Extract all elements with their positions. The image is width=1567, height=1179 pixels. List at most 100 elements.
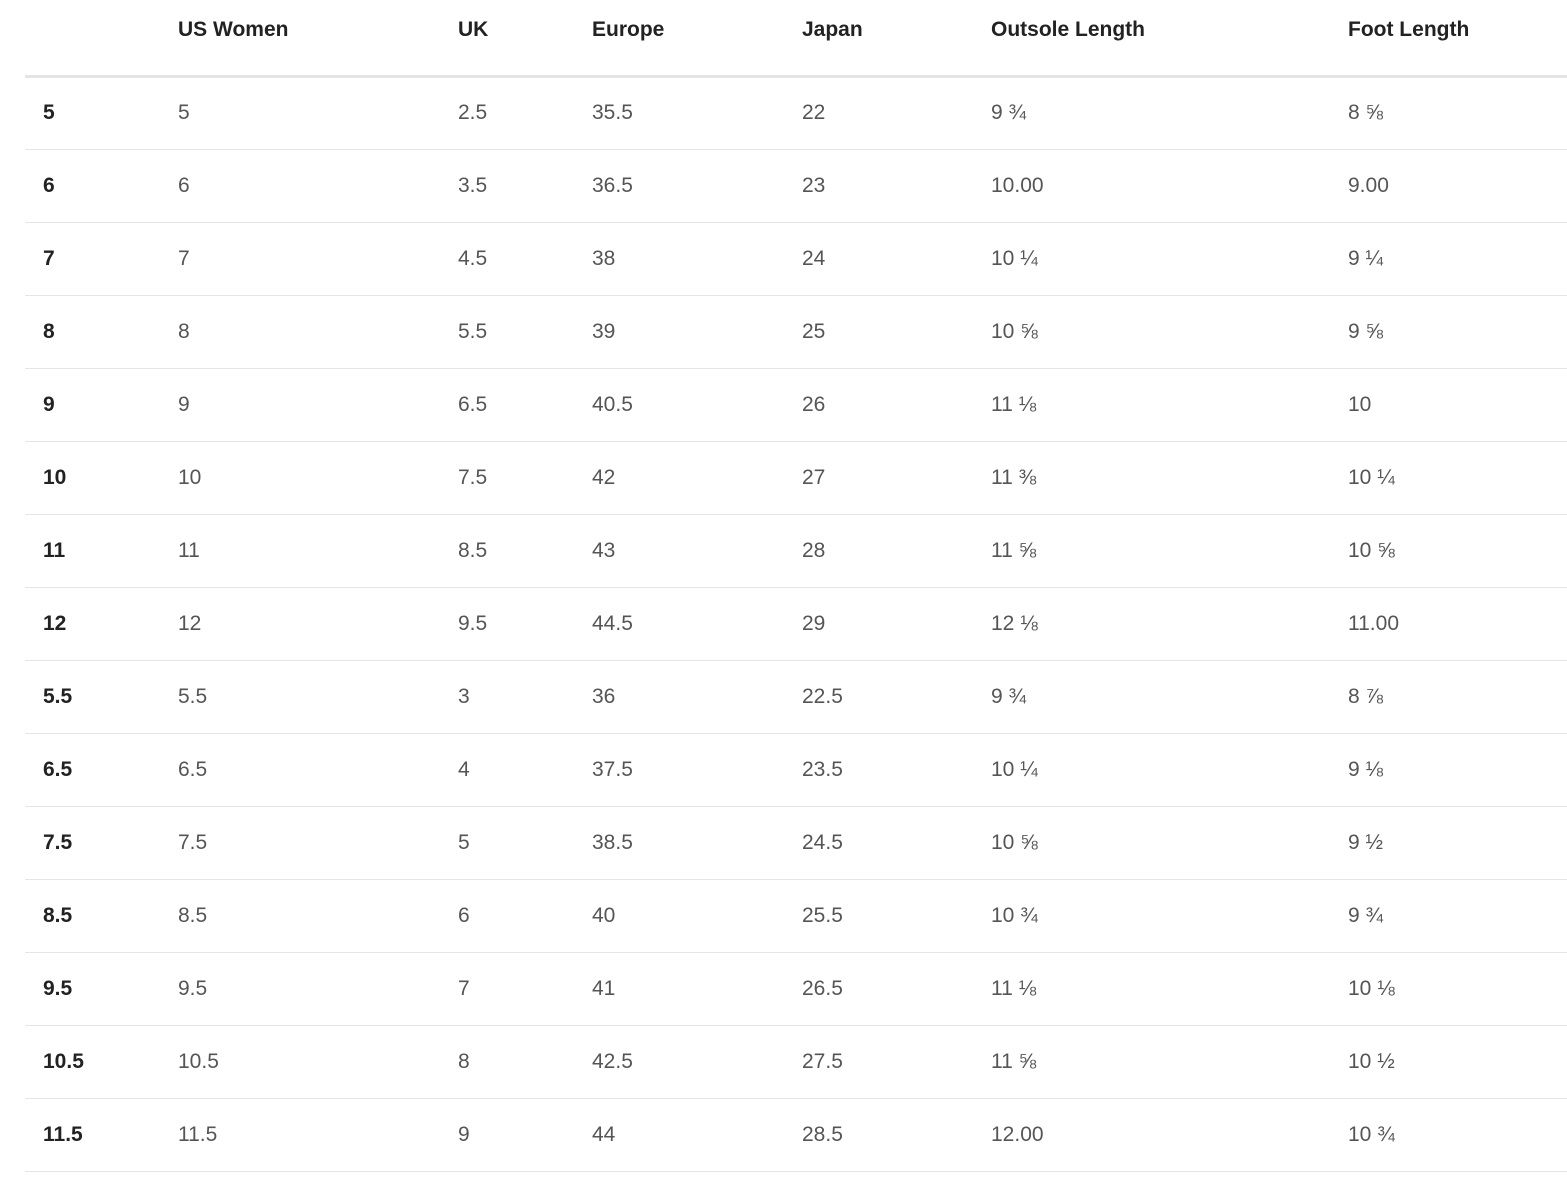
cell-japan: 22.5 bbox=[802, 660, 991, 734]
cell-europe: 35.5 bbox=[592, 76, 802, 150]
cell-outsole-length: 9 ¾ bbox=[991, 660, 1348, 734]
cell-japan: 24.5 bbox=[802, 806, 991, 880]
cell-outsole-length: 10.00 bbox=[991, 149, 1348, 223]
cell-foot-length: 11.00 bbox=[1348, 587, 1567, 661]
cell-uk: 6 bbox=[458, 879, 592, 953]
cell-uk: 4.5 bbox=[458, 222, 592, 296]
cell-uk: 8 bbox=[458, 1025, 592, 1099]
cell-outsole-length: 11 ⅛ bbox=[991, 952, 1348, 1026]
cell-europe: 41 bbox=[592, 952, 802, 1026]
cell-foot-length: 9.00 bbox=[1348, 149, 1567, 223]
table-row: 12 12 9.5 44.5 29 12 ⅛ 11.00 bbox=[25, 587, 1567, 661]
cell-outsole-length: 10 ⅝ bbox=[991, 295, 1348, 369]
column-header-outsole-length: Outsole Length bbox=[991, 0, 1348, 78]
cell-us-women: 8.5 bbox=[178, 879, 458, 953]
cell-outsole-length: 10 ¼ bbox=[991, 733, 1348, 807]
cell-europe: 44.5 bbox=[592, 587, 802, 661]
cell-us-women: 9.5 bbox=[178, 952, 458, 1026]
cell-europe: 40.5 bbox=[592, 368, 802, 442]
cell-us-women: 6 bbox=[178, 149, 458, 223]
cell-japan: 25.5 bbox=[802, 879, 991, 953]
cell-outsole-length: 9 ¾ bbox=[991, 76, 1348, 150]
table-row: 9 9 6.5 40.5 26 11 ⅛ 10 bbox=[25, 368, 1567, 442]
cell-japan: 29 bbox=[802, 587, 991, 661]
cell-japan: 27.5 bbox=[802, 1025, 991, 1099]
cell-uk: 9.5 bbox=[458, 587, 592, 661]
cell-size: 6 bbox=[25, 149, 178, 223]
cell-japan: 26 bbox=[802, 368, 991, 442]
cell-europe: 43 bbox=[592, 514, 802, 588]
cell-europe: 39 bbox=[592, 295, 802, 369]
cell-japan: 25 bbox=[802, 295, 991, 369]
cell-foot-length: 10 ½ bbox=[1348, 1025, 1567, 1099]
table-row: 11 11 8.5 43 28 11 ⅝ 10 ⅝ bbox=[25, 514, 1567, 588]
cell-foot-length: 9 ¼ bbox=[1348, 222, 1567, 296]
cell-foot-length: 9 ⅝ bbox=[1348, 295, 1567, 369]
cell-us-women: 11 bbox=[178, 514, 458, 588]
cell-us-women: 5 bbox=[178, 76, 458, 150]
cell-size: 7 bbox=[25, 222, 178, 296]
cell-outsole-length: 11 ⅝ bbox=[991, 1025, 1348, 1099]
cell-size: 8 bbox=[25, 295, 178, 369]
cell-us-women: 7 bbox=[178, 222, 458, 296]
column-header-us-women: US Women bbox=[178, 0, 458, 78]
cell-size: 10 bbox=[25, 441, 178, 515]
cell-europe: 42.5 bbox=[592, 1025, 802, 1099]
cell-outsole-length: 10 ¼ bbox=[991, 222, 1348, 296]
cell-uk: 9 bbox=[458, 1098, 592, 1172]
cell-uk: 3.5 bbox=[458, 149, 592, 223]
cell-japan: 28 bbox=[802, 514, 991, 588]
header-row: US Women UK Europe Japan Outsole Length Foot … bbox=[25, 0, 1567, 78]
cell-size: 11 bbox=[25, 514, 178, 588]
cell-uk: 7.5 bbox=[458, 441, 592, 515]
column-header-japan: Japan bbox=[802, 0, 991, 78]
cell-foot-length: 10 ¼ bbox=[1348, 441, 1567, 515]
cell-japan: 23.5 bbox=[802, 733, 991, 807]
cell-europe: 38.5 bbox=[592, 806, 802, 880]
cell-size: 9 bbox=[25, 368, 178, 442]
table-row: 10 10 7.5 42 27 11 ⅜ 10 ¼ bbox=[25, 441, 1567, 515]
cell-us-women: 10.5 bbox=[178, 1025, 458, 1099]
cell-foot-length: 10 ⅝ bbox=[1348, 514, 1567, 588]
column-header-size bbox=[25, 0, 178, 78]
cell-europe: 36 bbox=[592, 660, 802, 734]
cell-foot-length: 10 ⅛ bbox=[1348, 952, 1567, 1026]
table-header: US Women UK Europe Japan Outsole Length Foot … bbox=[25, 0, 1567, 78]
cell-japan: 24 bbox=[802, 222, 991, 296]
cell-uk: 4 bbox=[458, 733, 592, 807]
cell-outsole-length: 10 ¾ bbox=[991, 879, 1348, 953]
cell-outsole-length: 11 ⅜ bbox=[991, 441, 1348, 515]
table-row: 9.5 9.5 7 41 26.5 11 ⅛ 10 ⅛ bbox=[25, 952, 1567, 1026]
cell-us-women: 5.5 bbox=[178, 660, 458, 734]
cell-us-women: 10 bbox=[178, 441, 458, 515]
cell-japan: 27 bbox=[802, 441, 991, 515]
cell-japan: 23 bbox=[802, 149, 991, 223]
cell-us-women: 11.5 bbox=[178, 1098, 458, 1172]
table-row: 6 6 3.5 36.5 23 10.00 9.00 bbox=[25, 149, 1567, 223]
cell-europe: 36.5 bbox=[592, 149, 802, 223]
cell-size: 5 bbox=[25, 76, 178, 150]
cell-europe: 38 bbox=[592, 222, 802, 296]
cell-us-women: 9 bbox=[178, 368, 458, 442]
cell-size: 12 bbox=[25, 587, 178, 661]
cell-europe: 42 bbox=[592, 441, 802, 515]
cell-us-women: 12 bbox=[178, 587, 458, 661]
cell-outsole-length: 11 ⅝ bbox=[991, 514, 1348, 588]
cell-japan: 22 bbox=[802, 76, 991, 150]
cell-foot-length: 10 ¾ bbox=[1348, 1098, 1567, 1172]
cell-us-women: 8 bbox=[178, 295, 458, 369]
table-row: 11.5 11.5 9 44 28.5 12.00 10 ¾ bbox=[25, 1098, 1567, 1172]
cell-us-women: 6.5 bbox=[178, 733, 458, 807]
size-chart-table: US Women UK Europe Japan Outsole Length Foot … bbox=[25, 0, 1567, 1172]
cell-foot-length: 8 ⅞ bbox=[1348, 660, 1567, 734]
cell-outsole-length: 12 ⅛ bbox=[991, 587, 1348, 661]
cell-size: 5.5 bbox=[25, 660, 178, 734]
cell-uk: 5 bbox=[458, 806, 592, 880]
cell-uk: 6.5 bbox=[458, 368, 592, 442]
column-header-foot-length: Foot Length bbox=[1348, 0, 1567, 78]
